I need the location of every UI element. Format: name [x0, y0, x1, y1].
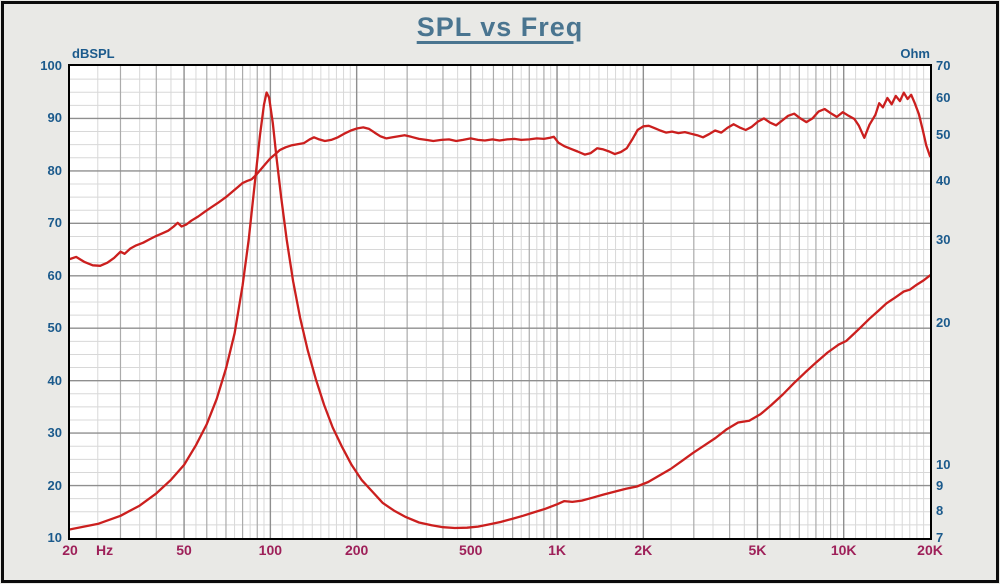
x-axis-tick-label: 10K: [830, 542, 857, 558]
x-axis-tick-label: 2K: [634, 542, 653, 558]
y-right-tick-label: 10: [936, 456, 951, 472]
y-left-tick-label: 30: [47, 425, 62, 441]
y-right-tick-label: 50: [936, 126, 951, 142]
x-axis-tick-label: 200: [344, 542, 369, 558]
y-right-tick-label: 9: [936, 478, 944, 494]
y-right-tick-label: 70: [936, 58, 951, 73]
y-right-tick-label: 20: [936, 314, 951, 330]
y-right-tick-label: 8: [936, 502, 944, 518]
x-axis-tick-label: 500: [459, 542, 483, 558]
x-axis-tick-label: 1K: [548, 542, 566, 558]
y-right-tick-label: 40: [936, 172, 951, 188]
impedance-curve: [70, 91, 930, 531]
left-axis-unit-label: dBSPL: [72, 46, 115, 61]
right-axis-unit-label: Ohm: [900, 46, 930, 61]
x-axis-tick-label: 20: [62, 542, 78, 558]
y-left-tick-label: 20: [47, 477, 62, 493]
y-left-tick-label: 10: [47, 530, 62, 545]
y-left-tick-label: 60: [47, 267, 62, 283]
plot-svg: [70, 66, 930, 538]
x-axis-tick-label: 100: [258, 542, 283, 558]
y-right-tick-label: 60: [936, 89, 951, 105]
y-right-tick-label: 30: [936, 231, 951, 247]
y-left-tick-label: 90: [47, 110, 62, 126]
chart-title: SPL vs Freq: [416, 12, 584, 42]
y-right-tick-label: 7: [936, 530, 944, 545]
y-left-tick-label: 80: [47, 162, 62, 178]
y-left-tick-label: 70: [47, 215, 62, 231]
y-left-tick-label: 50: [47, 320, 62, 336]
plot-area: [68, 64, 932, 540]
y-left-tick-label: 100: [40, 58, 62, 73]
x-axis-tick-label: 50: [176, 542, 192, 558]
x-axis-unit-label: Hz: [96, 542, 114, 558]
y-left-tick-label: 40: [47, 372, 62, 388]
x-axis-tick-label: 5K: [748, 542, 767, 558]
spl-curve: [70, 91, 930, 267]
x-axis-tick-label: 20K: [917, 542, 943, 558]
